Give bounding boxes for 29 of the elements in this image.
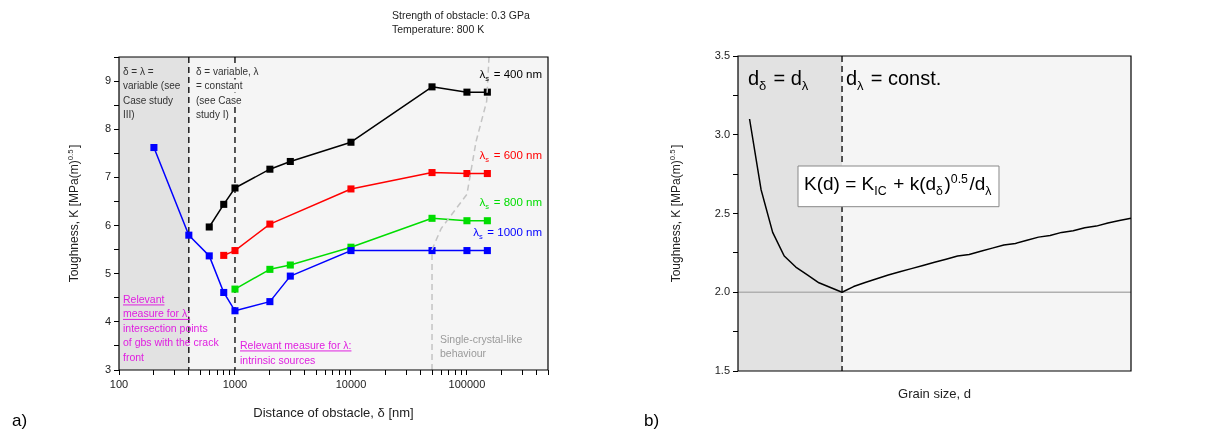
y-tick-label: 3.5 bbox=[714, 49, 730, 62]
x-axis-title: Grain size, d bbox=[898, 386, 971, 402]
annotation: intersection points of gbs with the crack front bbox=[123, 321, 220, 363]
annotation: Relevant measure for λ: bbox=[123, 292, 191, 320]
y-tick-label: 5 bbox=[104, 266, 111, 279]
x-tick-label: 10000 bbox=[335, 377, 367, 390]
text: Strength of obstacle: 0.3 GPa bbox=[392, 8, 530, 21]
annotation: Single-crystal-like behaviour bbox=[440, 332, 523, 360]
y-tick-label: 2.0 bbox=[714, 285, 730, 298]
y-tick-label: 3 bbox=[104, 363, 111, 376]
annotation: δ = variable, λ = constant (see Case study I) bbox=[196, 65, 259, 120]
annotation: intrinsic sources bbox=[240, 353, 316, 366]
x-tick-label: 100 bbox=[109, 377, 129, 390]
text: b) bbox=[644, 411, 660, 431]
y-tick-label: 6 bbox=[104, 218, 111, 231]
y-tick-label: 4 bbox=[104, 314, 111, 327]
x-tick-label: 100000 bbox=[448, 377, 486, 390]
text: a) bbox=[12, 411, 28, 431]
y-tick-label: 9 bbox=[104, 74, 111, 87]
x-tick-label: 1000 bbox=[222, 377, 248, 390]
x-axis-title: Distance of obstacle, δ [nm] bbox=[253, 405, 414, 421]
y-tick-label: 7 bbox=[104, 170, 111, 183]
annotation: δ = λ = variable (see Case study III) bbox=[123, 65, 181, 120]
y-tick-label: 8 bbox=[104, 122, 111, 135]
text: Temperature: 800 K bbox=[392, 22, 485, 35]
y-tick-label: 1.5 bbox=[714, 364, 730, 377]
y-tick-label: 3.0 bbox=[714, 127, 730, 140]
annotation: Relevant measure for λ: bbox=[240, 338, 352, 351]
y-tick-label: 2.5 bbox=[714, 206, 730, 219]
